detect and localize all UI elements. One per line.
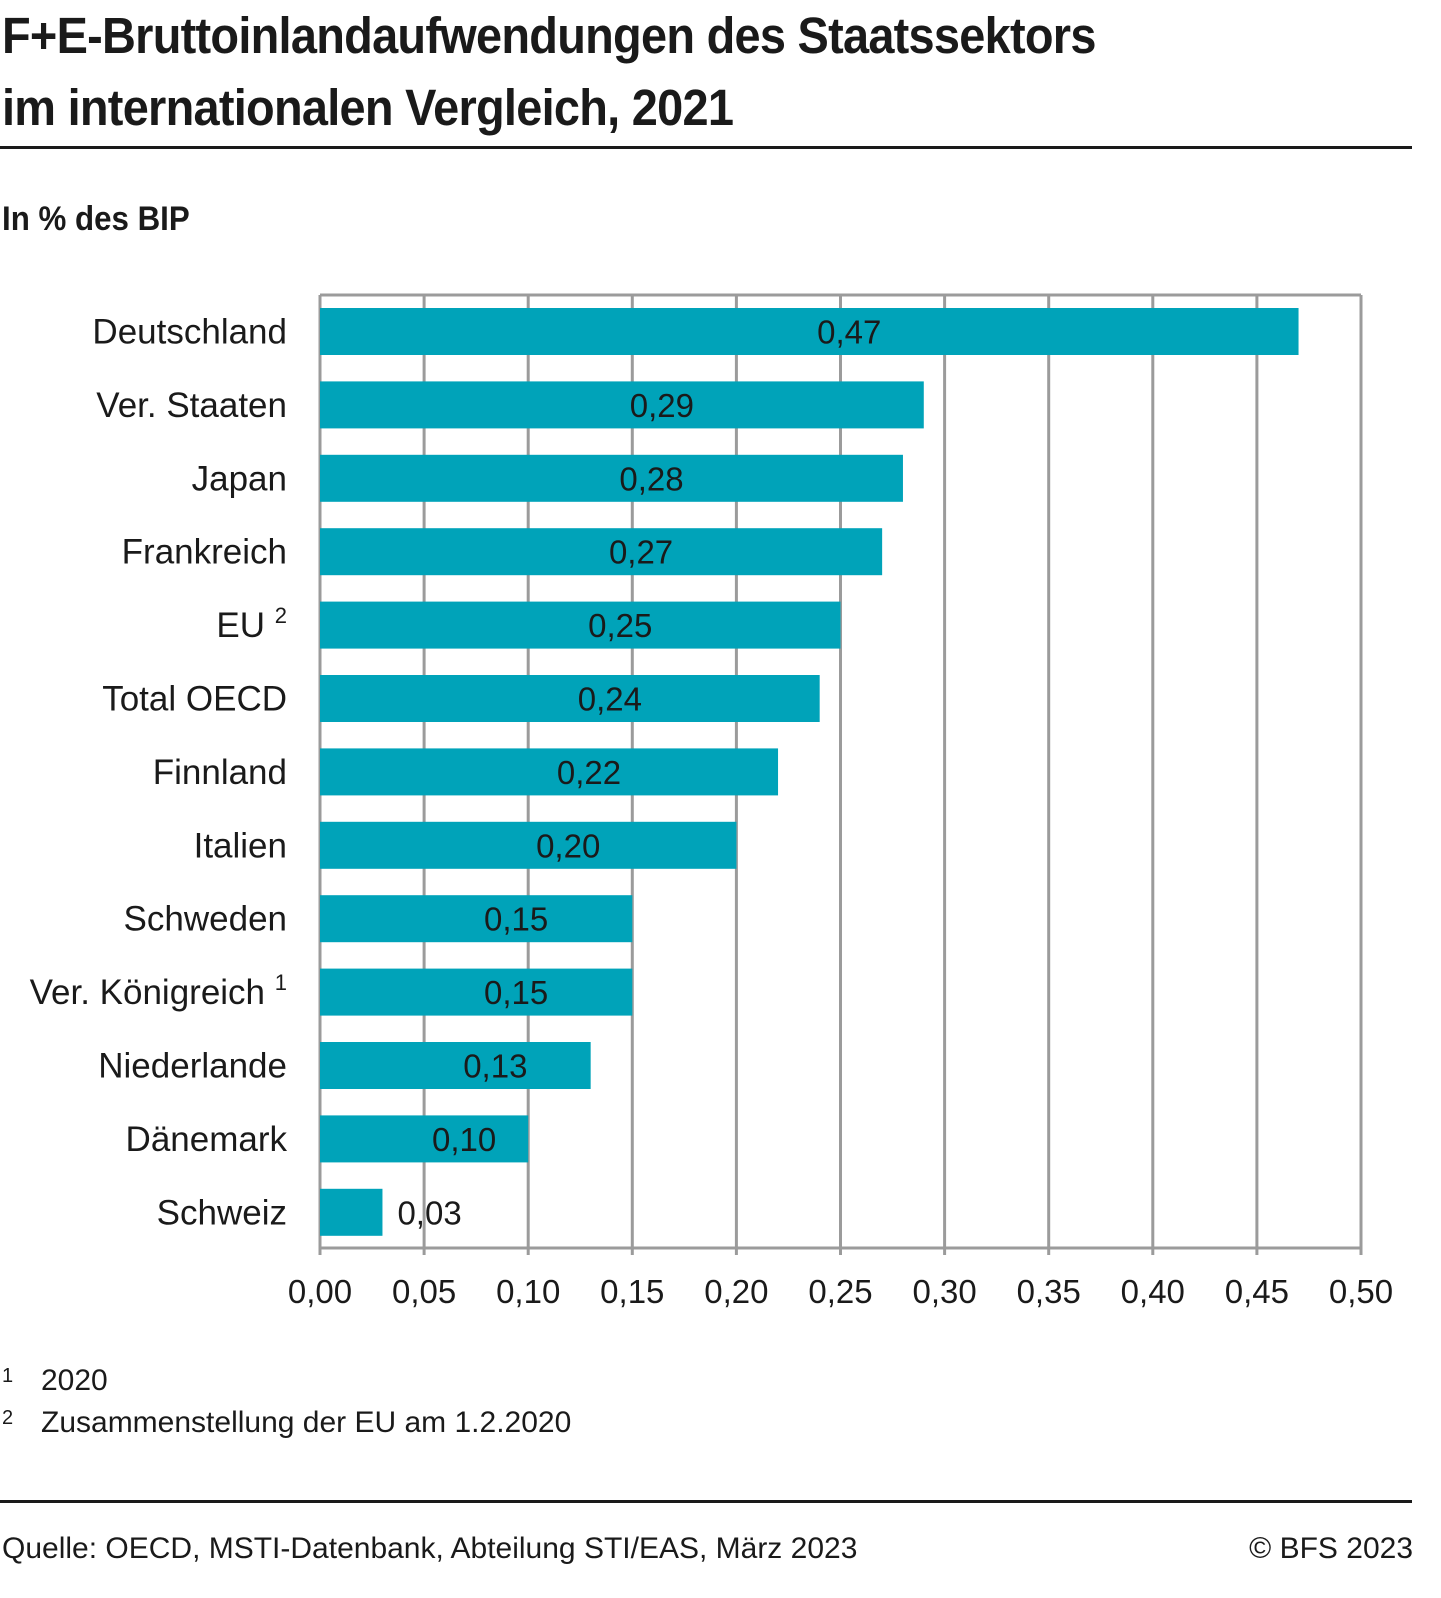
footnote-marker: 2	[275, 603, 287, 628]
bar	[320, 895, 633, 943]
chart-title-line-1: F+E-Bruttoinlandaufwendungen des Staatss…	[2, 7, 1096, 64]
x-tick-label: 0,10	[496, 1273, 560, 1310]
footnote-1-text: 2020	[41, 1364, 108, 1397]
x-tick-label: 0,15	[600, 1273, 664, 1310]
value-label: 0,28	[619, 460, 683, 497]
value-label: 0,25	[588, 607, 652, 644]
category-label: Frankreich	[122, 533, 287, 572]
value-label: 0,47	[817, 314, 881, 351]
x-axis-tick-labels: 0,00 0,05 0,10 0,15 0,20 0,25 0,30 0,35 0,40 0,45…	[288, 1273, 1393, 1310]
x-tick-label: 0,45	[1225, 1273, 1289, 1310]
category-label: Schweiz	[157, 1193, 287, 1232]
value-label: 0,10	[432, 1121, 496, 1158]
value-labels: 0,47 0,29 0,28 0,27 0,25 0,24 0,22 0,20 0,15 0,15…	[397, 314, 881, 1232]
title-divider	[0, 146, 1412, 149]
category-label: Total OECD	[102, 680, 287, 719]
bar	[320, 601, 841, 649]
chart-title-line-2: im internationalen Vergleich, 2021	[2, 79, 734, 136]
x-tick-label: 0,35	[1017, 1273, 1081, 1310]
bar	[320, 1042, 591, 1089]
bars	[320, 308, 1299, 1236]
footnote-1-mark: 1	[2, 1365, 14, 1387]
category-labels: Deutschland Ver. Staaten Japan Frankreich EU…	[30, 313, 288, 1233]
chart-subtitle: In % des BIP	[2, 200, 190, 238]
x-tick-label: 0,05	[392, 1273, 456, 1310]
value-label: 0,27	[609, 534, 673, 571]
bar	[320, 1115, 529, 1163]
bar	[320, 1188, 383, 1236]
category-label: Ver. Staaten	[96, 386, 287, 425]
category-label: Finnland	[153, 753, 287, 792]
category-label: Deutschland	[92, 313, 287, 352]
x-tick-label: 0,30	[912, 1273, 976, 1310]
x-tick-label: 0,00	[288, 1273, 352, 1310]
category-label-text: EU	[216, 606, 274, 645]
footnote-2-mark: 2	[2, 1407, 14, 1429]
bar	[320, 308, 1299, 355]
category-label: Dänemark	[126, 1120, 288, 1159]
x-tick-label: 0,40	[1121, 1273, 1185, 1310]
value-label: 0,15	[484, 974, 548, 1011]
value-label: 0,22	[557, 754, 621, 791]
footnote-2-text: Zusammenstellung der EU am 1.2.2020	[41, 1406, 572, 1439]
copyright: © BFS 2023	[1249, 1532, 1413, 1565]
value-label: 0,20	[536, 827, 600, 864]
bar	[320, 381, 924, 429]
source-note: Quelle: OECD, MSTI-Datenbank, Abteilung …	[2, 1532, 858, 1565]
value-label: 0,24	[578, 681, 642, 718]
category-label: Niederlande	[98, 1047, 287, 1086]
bar	[320, 748, 779, 796]
footer-divider	[0, 1500, 1412, 1503]
value-label: 0,03	[397, 1194, 461, 1231]
bar	[320, 821, 737, 869]
category-label-text: Ver. Königreich	[30, 973, 275, 1012]
x-tick-label: 0,50	[1329, 1273, 1393, 1310]
x-tick-label: 0,25	[808, 1273, 872, 1310]
value-label: 0,13	[463, 1048, 527, 1085]
value-label: 0,15	[484, 901, 548, 938]
value-label: 0,29	[630, 387, 694, 424]
category-label: Ver. Königreich 1	[30, 970, 287, 1012]
bar-chart: Deutschland Ver. Staaten Japan Frankreich EU…	[30, 293, 1393, 1310]
bar	[320, 968, 633, 1016]
bar	[320, 675, 820, 722]
x-tick-label: 0,20	[704, 1273, 768, 1310]
category-label: Italien	[194, 826, 287, 865]
category-label: Schweden	[124, 900, 287, 939]
bar	[320, 528, 883, 576]
chart-title: F+E-Bruttoinlandaufwendungen des Staatss…	[2, 0, 1308, 144]
category-label: Japan	[192, 459, 287, 498]
bar	[320, 454, 903, 502]
category-label: EU 2	[216, 603, 287, 645]
footnote-marker: 1	[275, 970, 287, 995]
